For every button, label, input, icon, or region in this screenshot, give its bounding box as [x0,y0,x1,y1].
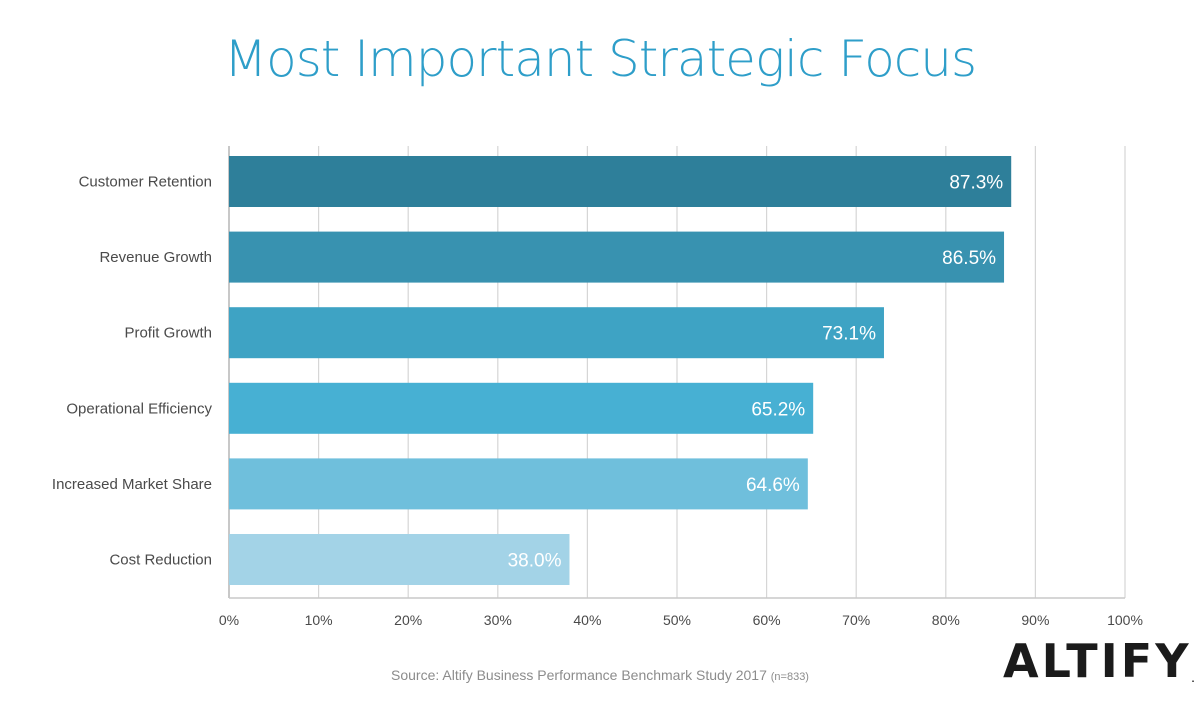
bar [229,307,884,359]
bar [229,231,1005,283]
altify-logo: ALTIFY. [1003,638,1195,684]
value-label: 86.5% [942,248,996,269]
x-tick-label: 60% [753,612,781,628]
value-label: 64.6% [746,475,800,496]
category-label: Cost Reduction [109,552,212,569]
chart-title: Most Important Strategic Focus [223,30,977,88]
x-tick-label: 40% [573,612,601,628]
labels: 0% 10% 20% 30% 40% 50% 60% 70% 80% 90% 100% Custome… [52,173,1143,629]
x-tick-label: 30% [484,612,512,628]
bar [229,458,808,510]
bar [229,534,570,585]
logo-mark: . [1191,675,1195,684]
source-sample-size: (n=833) [770,671,809,683]
category-label: Customer Retention [79,174,212,191]
value-label: 73.1% [822,324,876,345]
x-tick-label: 20% [394,612,422,628]
value-label: 65.2% [751,399,805,420]
source-note: Source: Altify Business Performance Benc… [0,667,1200,683]
logo-text: ALTIFY [1003,634,1192,688]
category-label: Increased Market Share [52,476,212,493]
value-label: 87.3% [949,173,1003,194]
gridlines [228,146,1126,599]
category-label: Revenue Growth [99,249,212,266]
x-tick-label: 10% [305,612,333,628]
category-label: Profit Growth [124,325,212,342]
x-tick-label: 50% [663,612,691,628]
x-tick-label: 90% [1021,612,1049,628]
category-label: Operational Efficiency [66,400,212,417]
x-tick-label: 80% [932,612,960,628]
bar [229,382,814,434]
x-tick-label: 100% [1107,612,1143,628]
bars [229,156,1012,585]
bar [229,156,1012,207]
value-label: 38.0% [508,551,562,572]
source-text: Source: Altify Business Performance Benc… [391,667,767,683]
x-tick-label: 0% [219,612,239,628]
x-tick-label: 70% [842,612,870,628]
